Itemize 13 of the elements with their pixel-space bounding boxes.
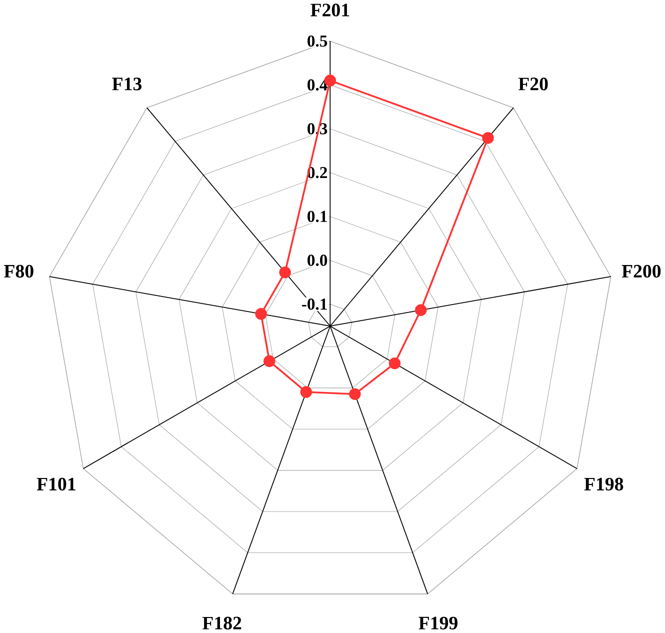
spoke-label: F80 bbox=[4, 264, 34, 278]
spoke-label: F200 bbox=[622, 264, 661, 278]
spoke-label: F199 bbox=[418, 616, 458, 630]
spoke-label: F201 bbox=[310, 4, 350, 16]
spoke-label: F101 bbox=[36, 478, 76, 490]
spoke-label: F182 bbox=[202, 616, 242, 630]
y-tick-label: 0.1 bbox=[308, 210, 327, 222]
y-tick-label: 0.0 bbox=[308, 254, 328, 266]
spoke-label: F198 bbox=[584, 478, 624, 490]
spoke-label: F20 bbox=[518, 78, 548, 90]
y-tick-label: -0.1 bbox=[302, 298, 327, 310]
spoke-label: F13 bbox=[112, 78, 142, 90]
y-tick-label: 0.5 bbox=[308, 35, 328, 47]
